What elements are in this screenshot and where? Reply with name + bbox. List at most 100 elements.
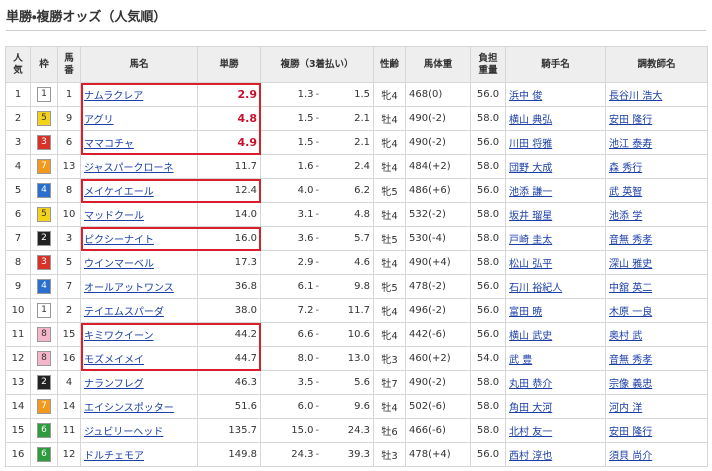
horse-name[interactable]: ナムラクレア <box>84 91 144 102</box>
sex-age: 牝4 <box>373 82 407 107</box>
win-odds: 2.9 <box>197 82 261 107</box>
horse-name[interactable]: エイシンスポッター <box>84 403 174 414</box>
trainer-name[interactable]: 河内 洋 <box>609 403 643 414</box>
horse-name[interactable]: テイエムスパーダ <box>84 307 164 318</box>
horse-name[interactable]: ドルチェモア <box>84 451 144 462</box>
trainer-name[interactable]: 宗像 義忠 <box>609 379 653 390</box>
gate-cell: 4 <box>30 178 58 203</box>
horse-number: 16 <box>57 346 81 371</box>
place-odds-low: 3.1 <box>260 202 316 227</box>
carried-weight: 58.0 <box>470 226 507 251</box>
carried-weight: 58.0 <box>470 250 507 275</box>
trainer-name-cell: 武 英智 <box>605 178 709 203</box>
horse-number: 7 <box>57 274 81 299</box>
gate-badge: 8 <box>37 351 51 366</box>
jockey-name[interactable]: 戸崎 圭太 <box>509 235 553 246</box>
trainer-name[interactable]: 安田 隆行 <box>609 115 653 126</box>
win-odds-value: 11.7 <box>234 161 257 172</box>
win-odds-value: 149.8 <box>228 449 257 460</box>
horse-name[interactable]: ピクシーナイト <box>84 235 154 246</box>
horse-name[interactable]: ママコチャ <box>84 139 134 150</box>
popularity: 2 <box>5 106 31 131</box>
table-row: 12 8 16 モズメイメイ 44.7 8.0-13.0 牝3 460(+2) 54.0 武 豊 音… <box>5 346 709 371</box>
trainer-name-cell: 音無 秀孝 <box>605 346 709 371</box>
gate-cell: 6 <box>30 418 58 443</box>
horse-name[interactable]: アグリ <box>84 115 114 126</box>
jockey-name[interactable]: 武 豊 <box>509 355 533 366</box>
jockey-name[interactable]: 角田 大河 <box>509 403 553 414</box>
jockey-name[interactable]: 富田 暁 <box>509 307 543 318</box>
horse-cell: アグリ <box>80 106 198 131</box>
place-odds-low: 6.6 <box>260 322 316 347</box>
jockey-name[interactable]: 川田 将雅 <box>509 139 553 150</box>
jockey-name-cell: 石川 裕紀人 <box>505 274 607 299</box>
carried-weight: 58.0 <box>470 202 507 227</box>
carried-weight: 56.0 <box>470 130 507 155</box>
popularity: 8 <box>5 250 31 275</box>
gate-cell: 8 <box>30 346 58 371</box>
jockey-name[interactable]: 丸田 恭介 <box>509 379 553 390</box>
trainer-name[interactable]: 深山 雅史 <box>609 259 653 270</box>
horse-name[interactable]: オールアットワンス <box>84 283 174 294</box>
jockey-name[interactable]: 西村 淳也 <box>509 451 553 462</box>
horse-number: 12 <box>57 442 81 467</box>
jockey-name[interactable]: 坂井 瑠星 <box>509 211 553 222</box>
place-separator: - <box>315 154 324 179</box>
trainer-name[interactable]: 池添 学 <box>609 211 643 222</box>
horse-number: 11 <box>57 418 81 443</box>
sex-age: 牝4 <box>373 322 407 347</box>
jockey-name[interactable]: 北村 友一 <box>509 427 553 438</box>
horse-name[interactable]: ナランフレグ <box>84 379 144 390</box>
trainer-name[interactable]: 奥村 武 <box>609 331 643 342</box>
horse-number: 15 <box>57 322 81 347</box>
trainer-name[interactable]: 長谷川 浩大 <box>609 91 663 102</box>
place-odds-low: 3.6 <box>260 226 316 251</box>
body-weight: 468(0) <box>405 82 472 107</box>
horse-name[interactable]: モズメイメイ <box>84 355 144 366</box>
horse-name[interactable]: ウインマーベル <box>84 259 154 270</box>
horse-name[interactable]: キミワクイーン <box>84 331 154 342</box>
jockey-name[interactable]: 団野 大成 <box>509 163 553 174</box>
trainer-name-cell: 須貝 尚介 <box>605 442 709 467</box>
jockey-name[interactable]: 松山 弘平 <box>509 259 553 270</box>
horse-name[interactable]: ジャスパークローネ <box>84 163 174 174</box>
trainer-name[interactable]: 森 秀行 <box>609 163 643 174</box>
win-odds: 17.3 <box>197 250 261 275</box>
trainer-name[interactable]: 安田 隆行 <box>609 427 653 438</box>
jockey-name[interactable]: 横山 典弘 <box>509 115 553 126</box>
horse-number: 5 <box>57 250 81 275</box>
gate-badge: 7 <box>37 159 51 174</box>
trainer-name[interactable]: 音無 秀孝 <box>609 235 653 246</box>
horse-name[interactable]: ジュビリーヘッド <box>84 427 164 438</box>
horse-name[interactable]: マッドクール <box>84 211 144 222</box>
jockey-name-cell: 北村 友一 <box>505 418 607 443</box>
gate-cell: 1 <box>30 82 58 107</box>
jockey-name[interactable]: 横山 武史 <box>509 331 553 342</box>
carried-weight: 56.0 <box>470 82 507 107</box>
jockey-name-cell: 横山 武史 <box>505 322 607 347</box>
trainer-name[interactable]: 木原 一良 <box>609 307 653 318</box>
win-odds-value: 4.8 <box>237 112 258 125</box>
trainer-name[interactable]: 武 英智 <box>609 187 643 198</box>
jockey-name[interactable]: 池添 謙一 <box>509 187 553 198</box>
body-weight: 490(+4) <box>405 250 472 275</box>
place-odds-low: 7.2 <box>260 298 316 323</box>
trainer-name[interactable]: 中舘 英二 <box>609 283 653 294</box>
gate-badge: 4 <box>37 279 51 294</box>
horse-cell: ピクシーナイト <box>80 226 198 251</box>
horse-name[interactable]: メイケイエール <box>84 187 154 198</box>
trainer-name[interactable]: 須貝 尚介 <box>609 451 653 462</box>
horse-cell: ジュビリーヘッド <box>80 418 198 443</box>
carried-weight: 58.0 <box>470 154 507 179</box>
gate-cell: 7 <box>30 394 58 419</box>
jockey-name[interactable]: 石川 裕紀人 <box>509 283 563 294</box>
trainer-name[interactable]: 池江 泰寿 <box>609 139 653 150</box>
trainer-name-cell: 安田 隆行 <box>605 106 709 131</box>
table-row: 3 3 6 ママコチャ 4.9 1.5-2.1 牝4 490(-2) 56.0 川田 将雅 池江 泰… <box>5 130 709 155</box>
trainer-name[interactable]: 音無 秀孝 <box>609 355 653 366</box>
jockey-name[interactable]: 浜中 俊 <box>509 91 543 102</box>
table-row: 2 5 9 アグリ 4.8 1.5-2.1 牡4 490(-2) 58.0 横山 典弘 安田 隆行 <box>5 106 709 131</box>
win-odds-value: 135.7 <box>228 425 257 436</box>
trainer-name-cell: 安田 隆行 <box>605 418 709 443</box>
place-odds-high: 10.6 <box>323 322 375 347</box>
